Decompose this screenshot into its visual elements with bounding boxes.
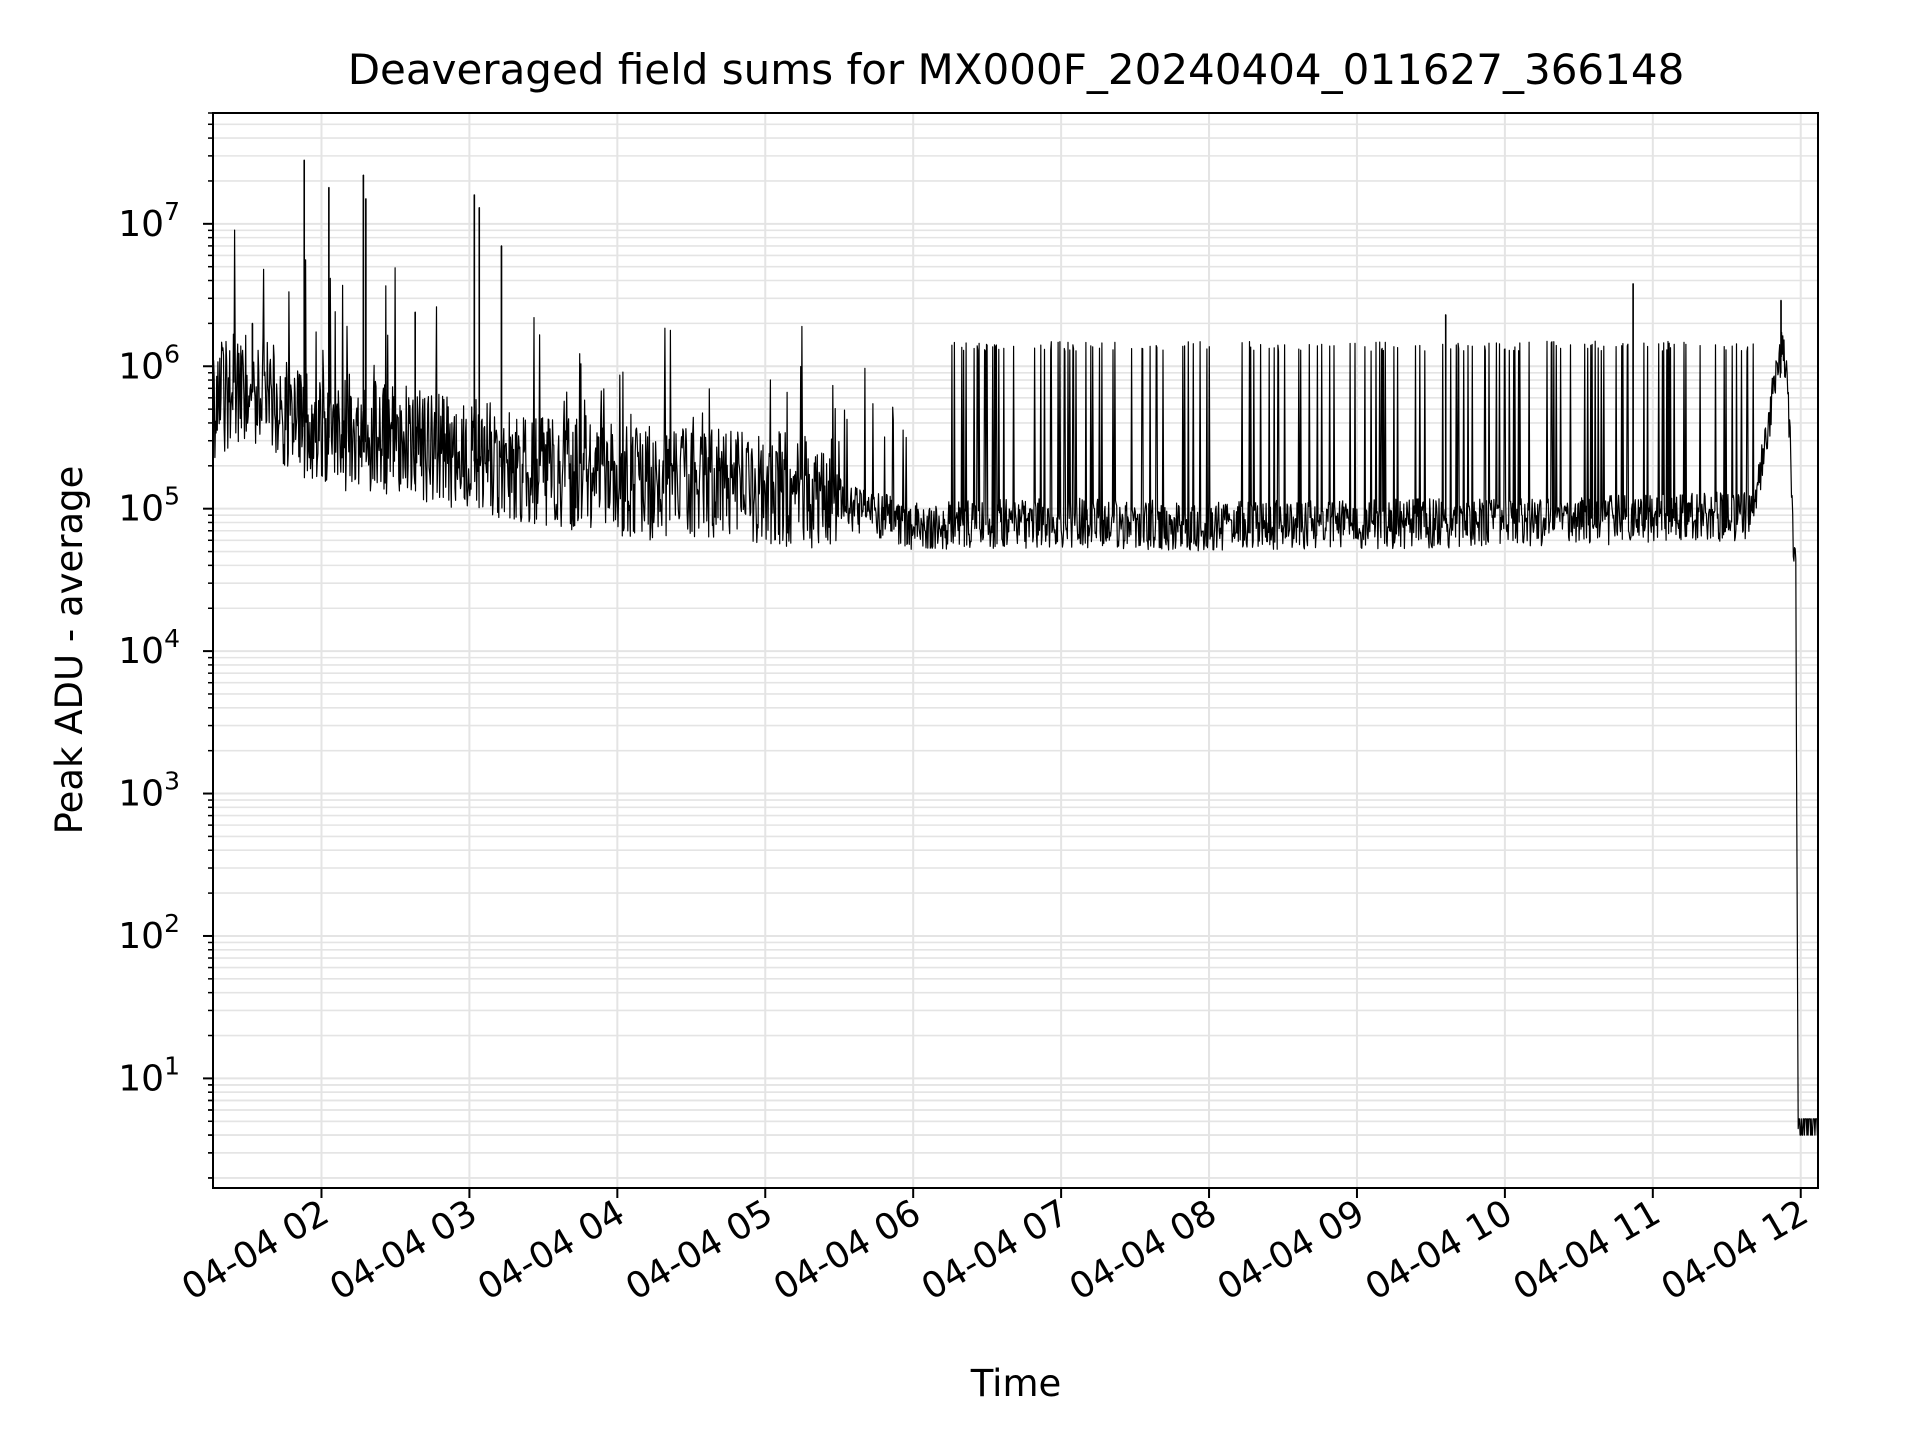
y-tick-label: 104 (118, 624, 180, 672)
series-line (212, 159, 1819, 1136)
grid (213, 112, 1818, 1188)
y-tick-label: 102 (118, 909, 180, 957)
data-series (212, 159, 1819, 1136)
chart-title: Deaveraged field sums for MX000F_2024040… (348, 45, 1685, 94)
y-tick-label: 106 (118, 339, 180, 387)
y-tick-label: 101 (118, 1051, 180, 1099)
y-tick-label: 103 (118, 767, 180, 815)
y-tick-label: 105 (118, 482, 180, 530)
y-tick-label: 107 (118, 197, 180, 245)
x-axis-label: Time (970, 1362, 1062, 1405)
y-axis-label: Peak ADU - average (48, 466, 91, 835)
